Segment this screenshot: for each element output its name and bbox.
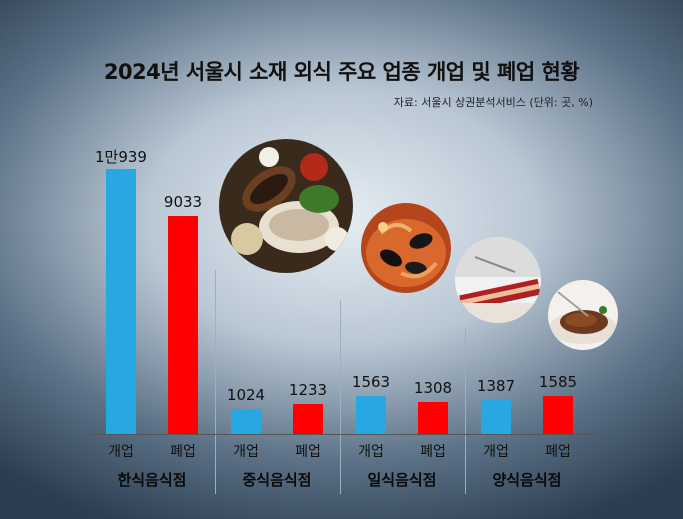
korean-food-photo-icon <box>219 139 353 273</box>
bar-open <box>231 409 261 434</box>
data-label: 1387 <box>476 377 516 396</box>
data-label: 1308 <box>413 379 453 398</box>
series-tick-label: 폐업 <box>170 444 196 460</box>
data-label: 1563 <box>351 373 391 392</box>
category-label: 일식음식점 <box>367 471 437 489</box>
series-tick-label: 폐업 <box>545 444 571 460</box>
bar-open <box>481 400 511 434</box>
series-tick-label: 폐업 <box>420 444 446 460</box>
category-label: 한식음식점 <box>117 471 187 489</box>
chart-title: 2024년 서울시 소재 외식 주요 업종 개업 및 폐업 현황 <box>103 60 580 84</box>
data-label: 1024 <box>226 386 266 405</box>
data-label: 1585 <box>538 372 578 391</box>
series-tick-label: 개업 <box>483 444 509 460</box>
series-tick-label: 폐업 <box>295 444 321 460</box>
bar-open <box>356 396 386 434</box>
seafood-photo-icon <box>361 203 451 293</box>
category-divider <box>215 270 216 494</box>
series-tick-label: 개업 <box>233 444 259 460</box>
data-label: 1만939 <box>95 148 147 167</box>
bar-close <box>543 395 573 434</box>
series-tick-label: 개업 <box>358 444 384 460</box>
category-label: 중식음식점 <box>242 471 312 489</box>
x-axis-line <box>90 434 595 435</box>
data-label: 9033 <box>163 192 203 211</box>
bar-close <box>418 402 448 434</box>
category-label: 양식음식점 <box>492 471 562 489</box>
category-divider <box>465 328 466 494</box>
bar-close <box>293 404 323 434</box>
category-divider <box>340 300 341 494</box>
source-note: 자료: 서울시 상권분석서비스 (단위: 곳, %) <box>393 96 593 109</box>
bar-close <box>168 215 198 434</box>
steak-photo-icon <box>455 237 541 323</box>
series-tick-label: 개업 <box>108 444 134 460</box>
data-label: 1233 <box>288 381 328 400</box>
bar-open <box>106 169 136 434</box>
grilled-meat-photo-icon <box>548 280 618 350</box>
